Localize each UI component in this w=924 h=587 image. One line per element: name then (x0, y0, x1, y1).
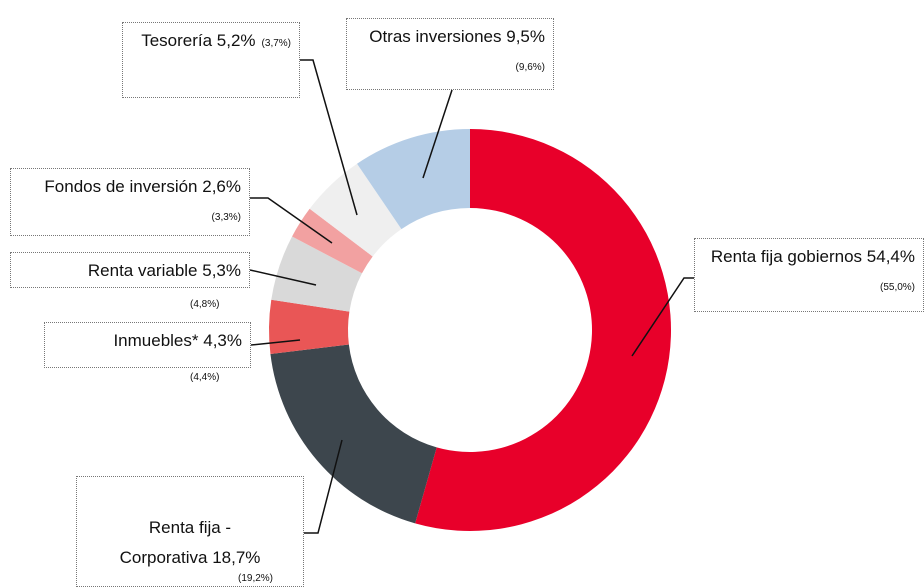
value-label: 9,5% (506, 27, 545, 46)
label-box: Inmuebles* 4,3% (44, 322, 251, 368)
category-label: Tesorería (141, 31, 213, 50)
label-box: Renta variable 5,3% (10, 252, 250, 288)
donut-slice (415, 129, 672, 531)
previous-label: (55,0%) (879, 282, 915, 293)
category-label: Otras inversiones (369, 27, 502, 46)
previous-label: (3,7%) (261, 38, 291, 49)
previous-label: (4,4%) (190, 372, 220, 383)
leader-line (249, 269, 317, 286)
label-box: Tesorería 5,2% (3,7%) (122, 22, 300, 98)
category-label: Renta fija gobiernos (710, 247, 863, 266)
category-label: Renta variable (87, 261, 198, 280)
leader-line (250, 339, 301, 346)
category-label: Fondos de inversión (44, 177, 198, 196)
previous-label: (9,6%) (515, 62, 545, 73)
previous-label: (4,8%) (190, 299, 220, 310)
donut-slice (271, 236, 363, 312)
category-label: Inmuebles* (113, 331, 199, 350)
previous-label: (3,3%) (211, 212, 241, 223)
leader-line (422, 89, 453, 179)
label-box: Fondos de inversión 2,6% (3,3%) (10, 168, 250, 236)
leader-line (300, 59, 358, 216)
label-box: Otras inversiones 9,5% (9,6%) (346, 18, 554, 90)
leader-line (631, 277, 694, 357)
donut-slice (292, 208, 373, 274)
label-box: Renta fija gobiernos 54,4% (55,0%) (694, 238, 924, 312)
value-label: 18,7% (212, 548, 261, 567)
donut-slice (270, 344, 437, 524)
label-box: Renta fija - Corporativa 18,7% (19,2%) (76, 476, 304, 587)
value-label: 4,3% (203, 331, 242, 350)
value-label: 5,2% (216, 31, 256, 50)
category-label: Renta fija - Corporativa (119, 518, 232, 567)
value-label: 2,6% (202, 177, 241, 196)
donut-slice (357, 129, 470, 230)
value-label: 5,3% (202, 261, 241, 280)
leader-line (304, 439, 343, 534)
value-label: 54,4% (866, 247, 915, 266)
leader-line (250, 197, 333, 244)
previous-label: (19,2%) (237, 573, 273, 584)
